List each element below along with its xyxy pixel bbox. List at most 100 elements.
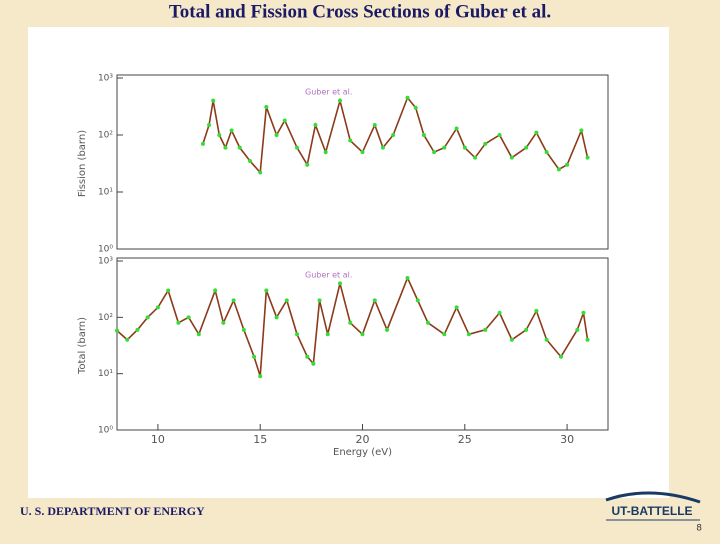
- data-point: [558, 354, 563, 359]
- data-point: [337, 281, 342, 286]
- data-point: [217, 133, 222, 137]
- data-point: [483, 327, 488, 332]
- data-point: [581, 310, 586, 315]
- data-point: [200, 141, 205, 146]
- y-axis-label: Fission (barn): [77, 130, 88, 197]
- data-point: [372, 122, 377, 127]
- x-tick-label: 20: [356, 433, 370, 446]
- data-point: [405, 275, 410, 280]
- data-point: [221, 320, 226, 325]
- plot-image: [28, 27, 669, 498]
- data-point: [509, 337, 514, 342]
- slide-title: Total and Fission Cross Sections of Gube…: [169, 1, 551, 22]
- data-point: [454, 305, 459, 310]
- data-point: [247, 158, 252, 163]
- y-axis-label: Total (barn): [77, 317, 88, 375]
- y-tick-label: 10³: [98, 257, 113, 267]
- data-point: [360, 150, 365, 155]
- data-point: [575, 327, 580, 332]
- data-point: [556, 167, 561, 172]
- data-point: [264, 288, 269, 293]
- data-point: [229, 128, 234, 133]
- y-tick-label: 10²: [98, 131, 113, 141]
- footer-logo: UT-BATTELLE: [611, 504, 692, 518]
- data-point: [544, 150, 549, 155]
- data-point: [145, 315, 150, 320]
- data-point: [585, 155, 590, 160]
- y-tick-label: 10⁰: [98, 245, 113, 255]
- data-point: [305, 354, 310, 359]
- data-point: [313, 122, 318, 127]
- data-point: [125, 337, 130, 342]
- data-point: [258, 170, 263, 175]
- data-point: [264, 104, 269, 109]
- data-point: [534, 308, 539, 313]
- data-point: [442, 145, 447, 150]
- data-point: [115, 328, 119, 333]
- data-point: [135, 327, 140, 332]
- data-point: [213, 288, 218, 293]
- data-point: [323, 150, 328, 155]
- data-point: [282, 118, 287, 123]
- y-tick-label: 10²: [98, 313, 113, 323]
- data-point: [348, 320, 353, 325]
- data-point: [360, 332, 365, 337]
- data-point: [497, 133, 502, 137]
- logo-swoosh: [605, 491, 701, 504]
- data-point: [295, 145, 300, 150]
- data-point: [442, 332, 447, 337]
- data-point: [391, 133, 396, 137]
- data-point: [207, 122, 212, 127]
- data-point: [337, 98, 342, 103]
- data-point: [565, 162, 570, 167]
- data-point: [176, 320, 181, 325]
- data-point: [284, 298, 289, 303]
- footer-org: U. S. DEPARTMENT OF ENERGY: [20, 504, 205, 518]
- y-tick-label: 10¹: [98, 188, 113, 198]
- data-point: [497, 310, 502, 315]
- data-point: [483, 141, 488, 146]
- data-point: [524, 327, 529, 332]
- data-point: [258, 374, 263, 379]
- data-point: [252, 354, 257, 359]
- data-point: [534, 130, 539, 135]
- data-point: [415, 298, 420, 303]
- data-point: [348, 138, 353, 143]
- y-tick-label: 10¹: [98, 369, 113, 379]
- x-tick-label: 25: [458, 433, 472, 446]
- x-tick-label: 30: [560, 433, 574, 446]
- legend-label: Guber et al.: [305, 271, 352, 280]
- y-tick-label: 10⁰: [98, 426, 113, 436]
- page-number: 8: [696, 524, 702, 534]
- data-point: [425, 320, 430, 325]
- data-point: [237, 145, 242, 150]
- legend-label: Guber et al.: [305, 88, 352, 97]
- data-point: [196, 332, 201, 337]
- data-point: [325, 332, 330, 337]
- data-point: [274, 315, 279, 320]
- x-tick-label: 15: [253, 433, 267, 446]
- series-line: [202, 96, 589, 175]
- data-point: [524, 145, 529, 150]
- data-point: [380, 145, 385, 150]
- data-point: [231, 298, 236, 303]
- data-point: [166, 288, 171, 293]
- data-point: [462, 145, 467, 150]
- data-point: [585, 337, 590, 342]
- data-point: [305, 162, 310, 167]
- data-point: [155, 305, 160, 310]
- plot-frame: [116, 74, 609, 250]
- data-point: [413, 105, 418, 110]
- data-point: [274, 133, 279, 137]
- data-point: [473, 155, 478, 160]
- data-point: [466, 332, 471, 337]
- data-point: [509, 155, 514, 160]
- data-point: [211, 98, 216, 103]
- x-axis-label: Energy (eV): [333, 447, 392, 458]
- series-line: [116, 275, 589, 377]
- data-point: [372, 298, 377, 303]
- data-point: [405, 95, 410, 100]
- x-tick-label: 10: [151, 433, 165, 446]
- data-point: [544, 337, 549, 342]
